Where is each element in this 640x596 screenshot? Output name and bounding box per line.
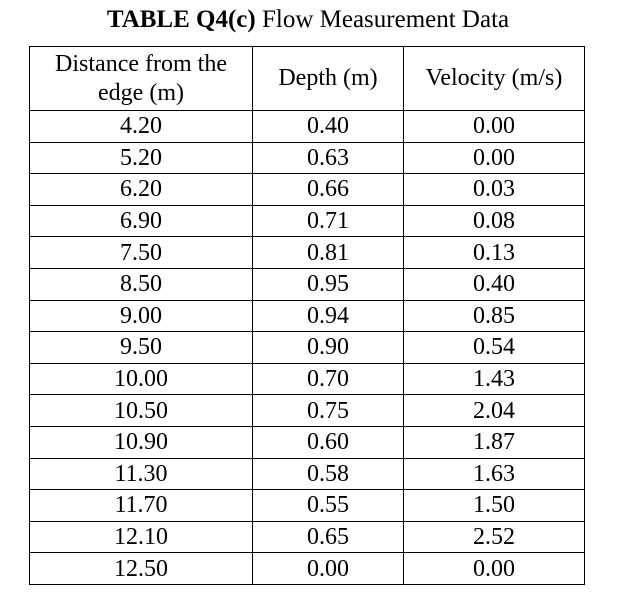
table-row: 12.50 0.00 0.00 (29, 552, 585, 585)
distance-cell: 11.70 (29, 489, 253, 522)
velocity-cell: 1.50 (403, 489, 585, 522)
header-velocity: Velocity (m/s) (403, 46, 585, 111)
depth-cell: 0.81 (252, 236, 404, 269)
header-depth: Depth (m) (252, 46, 404, 111)
depth-cell: 0.71 (252, 204, 404, 238)
distance-cell: 6.20 (29, 173, 253, 206)
table-row: 5.20 0.63 0.00 (29, 141, 585, 175)
velocity-cell: 2.04 (403, 394, 585, 427)
distance-cell: 10.00 (29, 362, 253, 396)
velocity-cell: 1.43 (403, 362, 585, 396)
depth-cell: 0.94 (252, 299, 404, 333)
table-row: 9.50 0.90 0.54 (29, 331, 585, 364)
table-row: 10.00 0.70 1.43 (29, 362, 585, 396)
header-distance: Distance from the edge (m) (29, 46, 253, 111)
table-caption: TABLE Q4(c) Flow Measurement Data (0, 4, 616, 36)
distance-cell: 9.00 (29, 299, 253, 333)
distance-cell: 9.50 (29, 331, 253, 364)
table-row: 10.90 0.60 1.87 (29, 425, 585, 459)
velocity-cell: 0.00 (403, 110, 585, 143)
velocity-cell: 0.08 (403, 204, 585, 238)
table-row: 11.70 0.55 1.50 (29, 489, 585, 522)
velocity-cell: 0.03 (403, 173, 585, 206)
table-row: 4.20 0.40 0.00 (29, 110, 585, 143)
velocity-cell: 0.13 (403, 236, 585, 269)
velocity-cell: 0.00 (403, 552, 585, 585)
depth-cell: 0.60 (252, 425, 404, 459)
depth-cell: 0.65 (252, 520, 404, 554)
table-row: 10.50 0.75 2.04 (29, 394, 585, 427)
table-row: 8.50 0.95 0.40 (29, 267, 585, 301)
depth-cell: 0.90 (252, 331, 404, 364)
velocity-cell: 0.00 (403, 141, 585, 175)
table-row: 9.00 0.94 0.85 (29, 299, 585, 333)
table-row: 6.90 0.71 0.08 (29, 204, 585, 238)
distance-cell: 12.10 (29, 520, 253, 554)
flow-measurement-table: Distance from the edge (m) Depth (m) Vel… (29, 46, 585, 585)
depth-cell: 0.40 (252, 110, 404, 143)
table-row: 7.50 0.81 0.13 (29, 236, 585, 269)
distance-cell: 10.50 (29, 394, 253, 427)
velocity-cell: 0.54 (403, 331, 585, 364)
table-header-row: Distance from the edge (m) Depth (m) Vel… (29, 46, 585, 111)
depth-cell: 0.66 (252, 173, 404, 206)
depth-cell: 0.75 (252, 394, 404, 427)
depth-cell: 0.95 (252, 267, 404, 301)
depth-cell: 0.70 (252, 362, 404, 396)
velocity-cell: 2.52 (403, 520, 585, 554)
velocity-cell: 1.63 (403, 457, 585, 491)
distance-cell: 11.30 (29, 457, 253, 491)
distance-cell: 6.90 (29, 204, 253, 238)
velocity-cell: 0.40 (403, 267, 585, 301)
distance-cell: 8.50 (29, 267, 253, 301)
table-caption-title: Flow Measurement Data (261, 6, 510, 33)
velocity-cell: 0.85 (403, 299, 585, 333)
depth-cell: 0.00 (252, 552, 404, 585)
distance-cell: 10.90 (29, 425, 253, 459)
depth-cell: 0.58 (252, 457, 404, 491)
header-distance-line1: Distance from the (55, 50, 227, 77)
distance-cell: 5.20 (29, 141, 253, 175)
distance-cell: 7.50 (29, 236, 253, 269)
table-caption-label: TABLE Q4(c) (106, 6, 256, 33)
distance-cell: 12.50 (29, 552, 253, 585)
header-distance-line2: edge (m) (98, 79, 184, 106)
depth-cell: 0.63 (252, 141, 404, 175)
table-body: 4.20 0.40 0.00 5.20 0.63 0.00 6.20 0.66 0.03 6.90… (29, 110, 585, 585)
depth-cell: 0.55 (252, 489, 404, 522)
table-row: 11.30 0.58 1.63 (29, 457, 585, 491)
table-row: 12.10 0.65 2.52 (29, 520, 585, 554)
velocity-cell: 1.87 (403, 425, 585, 459)
distance-cell: 4.20 (29, 110, 253, 143)
table-row: 6.20 0.66 0.03 (29, 173, 585, 206)
